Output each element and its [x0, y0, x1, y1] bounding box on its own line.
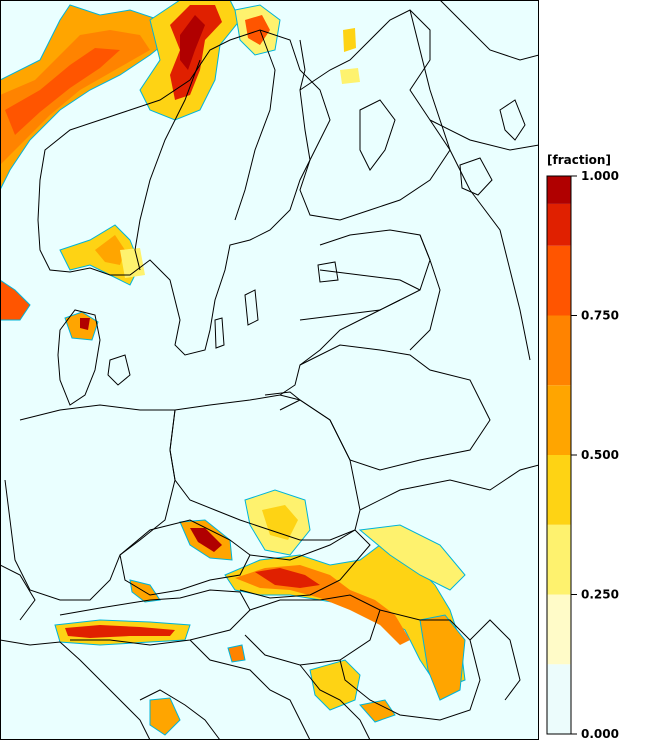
- legend-bin-4: [547, 385, 571, 455]
- legend-bin-1: [547, 595, 571, 665]
- legend-bin-6: [547, 246, 571, 316]
- legend-bin-8: [547, 176, 571, 204]
- color-legend: [fraction] 1.000 0.750 0.500 0.250 0.000: [539, 0, 669, 740]
- legend-bins: [547, 176, 571, 734]
- legend-tick-label-3: 0.250: [581, 588, 619, 602]
- field-kola-patch: [343, 28, 356, 52]
- field-lapland-patch: [340, 68, 360, 84]
- fraction-map: [0, 0, 539, 740]
- legend-bin-2: [547, 525, 571, 595]
- legend-tick-label-2: 0.500: [581, 448, 619, 462]
- legend-ticks: 1.000 0.750 0.500 0.250 0.000: [571, 169, 619, 740]
- legend-tick-label-1: 0.750: [581, 309, 619, 323]
- legend-bin-5: [547, 316, 571, 386]
- legend-bin-0: [547, 664, 571, 734]
- legend-tick-label-4: 0.000: [581, 727, 619, 740]
- legend-tick-label-0: 1.000: [581, 169, 619, 183]
- legend-unit: [fraction]: [547, 153, 611, 167]
- legend-bin-7: [547, 204, 571, 246]
- legend-bin-3: [547, 455, 571, 525]
